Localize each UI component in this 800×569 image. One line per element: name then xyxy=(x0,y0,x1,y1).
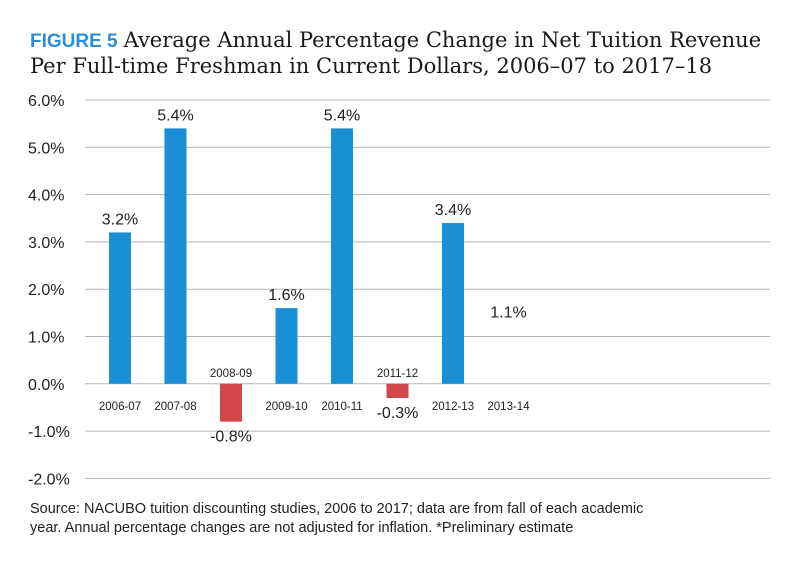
x-tick-label: 2010-11 xyxy=(321,401,362,413)
y-tick-label: 3.0% xyxy=(28,235,64,252)
y-tick-label: 1.0% xyxy=(28,330,64,347)
bar xyxy=(386,383,409,398)
bar xyxy=(331,128,353,384)
data-label: 1.6% xyxy=(268,287,304,304)
data-label: -0.8% xyxy=(210,429,252,446)
x-tick-label: 2011-12 xyxy=(377,368,418,380)
data-label: 5.4% xyxy=(157,107,193,124)
bar xyxy=(442,222,464,384)
x-tick-label: 2008-09 xyxy=(210,368,252,380)
x-tick-label: 2013-14 xyxy=(487,401,530,413)
bar xyxy=(275,308,298,384)
y-tick-label: -1.0% xyxy=(28,424,70,441)
title-line-2: Per Full-time Freshman in Current Dollar… xyxy=(30,54,713,78)
data-label: 1.1% xyxy=(490,305,526,322)
source-line-1: Source: NACUBO tuition discounting studi… xyxy=(30,501,644,517)
x-tick-label: 2006-07 xyxy=(99,401,141,413)
bar xyxy=(220,383,242,422)
title-text-1: Average Annual Percentage Change in Net … xyxy=(123,28,762,52)
x-tick-label: 2007-08 xyxy=(154,401,196,413)
data-label: 5.4% xyxy=(324,107,360,124)
bar xyxy=(164,128,187,384)
data-label: -0.3% xyxy=(377,405,419,422)
y-tick-label: 2.0% xyxy=(28,282,64,299)
y-tick-label: -2.0% xyxy=(28,471,70,488)
y-tick-label: 4.0% xyxy=(28,188,64,205)
x-tick-label: 2012-13 xyxy=(432,401,474,413)
y-tick-label: 6.0% xyxy=(28,93,64,110)
figure-label: FIGURE 5 xyxy=(30,31,118,52)
x-tick-label: 2009-10 xyxy=(265,401,307,413)
y-tick-label: 0.0% xyxy=(28,377,64,394)
bar xyxy=(109,232,131,384)
data-label: 3.4% xyxy=(435,202,471,219)
data-label: 3.2% xyxy=(102,211,138,228)
y-tick-label: 5.0% xyxy=(28,140,64,157)
chart-title: FIGURE 5 Average Annual Percentage Change… xyxy=(30,28,780,79)
source-note: Source: NACUBO tuition discounting studi… xyxy=(30,500,780,538)
source-line-2: year. Annual percentage changes are not … xyxy=(30,520,574,536)
title-line-1: FIGURE 5 Average Annual Percentage Change… xyxy=(30,28,780,54)
